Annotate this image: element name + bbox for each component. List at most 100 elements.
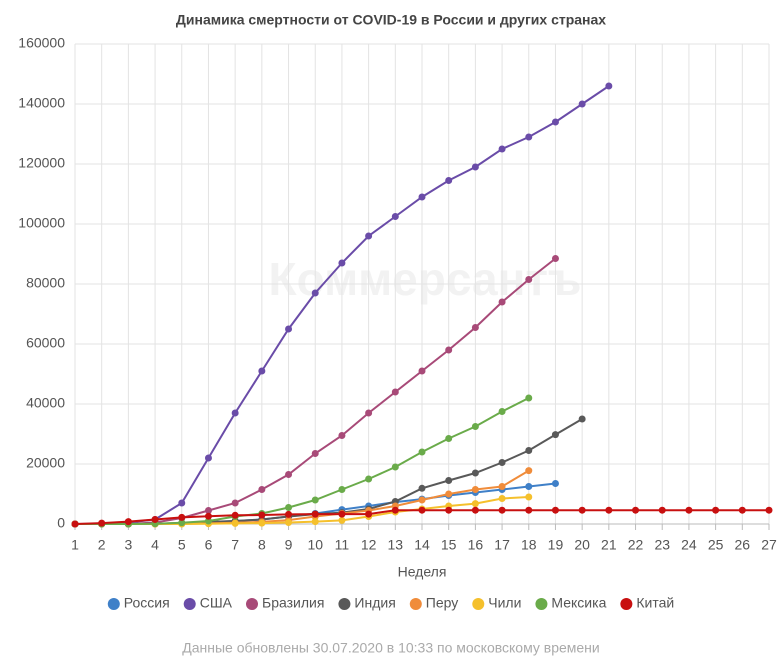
data-point [98,519,106,527]
legend-swatch [409,598,422,610]
data-point [471,500,479,508]
data-point [258,519,266,527]
x-tick-label: 14 [414,537,430,553]
legend-label: Чили [488,595,521,611]
data-point [311,518,319,526]
legend-swatch [535,598,548,610]
y-tick-label: 140000 [18,95,65,111]
data-point [311,496,319,504]
data-point [311,289,319,297]
data-point [365,409,373,417]
data-point [525,483,533,490]
x-tick-label: 24 [681,537,697,553]
y-tick-label: 80000 [26,275,65,291]
data-point [738,506,746,514]
data-point [471,486,479,493]
data-point [204,517,212,525]
data-point [285,510,293,518]
data-point [525,493,533,501]
data-point [498,483,506,490]
legend-swatch [246,598,258,610]
data-point [578,100,586,108]
data-point [391,213,399,220]
y-tick-label: 160000 [18,35,65,51]
x-axis-label: Неделя [398,564,447,580]
x-tick-label: 9 [285,537,293,553]
legend-item: Китай [620,595,674,611]
data-point [578,415,586,423]
legend-item: Индия [338,595,396,611]
data-point [204,454,212,462]
data-point [231,499,239,507]
data-point [498,145,506,153]
data-point [471,506,479,514]
x-tick-label: 6 [205,537,213,553]
data-point [525,394,533,402]
x-tick-label: 11 [335,537,350,553]
x-tick-label: 5 [178,537,186,553]
y-tick-label: 20000 [26,455,65,471]
x-tick-label: 23 [654,537,670,553]
data-point [285,504,293,511]
data-point [605,82,613,90]
x-tick-label: 16 [468,537,484,553]
data-point [498,506,506,514]
data-point [498,408,506,415]
data-point [445,435,453,442]
y-tick-label: 0 [57,515,65,531]
data-point [418,448,426,456]
data-point [338,510,346,518]
x-tick-label: 18 [521,537,537,553]
data-point [178,499,186,507]
x-tick-label: 4 [151,537,159,553]
x-tick-label: 12 [361,537,377,553]
data-point [471,469,479,477]
data-point [632,506,640,514]
data-point [551,431,559,439]
legend-label: Перу [426,595,458,611]
x-tick-label: 27 [761,537,777,553]
data-point [445,490,453,498]
y-tick-label: 100000 [18,215,65,231]
data-point [285,471,293,478]
series-line [75,397,530,525]
x-tick-label: 1 [71,537,79,553]
data-point [231,511,239,519]
data-point [258,511,266,519]
x-tick-label: 8 [258,537,266,553]
data-point [391,463,399,471]
data-point [658,506,666,514]
data-point [365,510,373,518]
data-point [418,367,426,375]
data-point [551,480,559,487]
y-tick-label: 40000 [26,395,65,411]
data-point [471,163,479,171]
data-point [231,409,239,417]
data-point [578,506,586,514]
data-point [551,506,559,514]
data-point [498,459,506,466]
data-point [551,255,559,262]
legend: Россия США Бразилия Индия Перу Чили Мексика Кит… [107,595,674,611]
legend-swatch [338,598,351,610]
x-tick-label: 19 [548,537,564,553]
data-point [418,506,426,514]
data-point [712,506,720,514]
data-point [71,520,79,528]
data-point [178,513,186,521]
data-point [391,506,399,514]
data-point [204,507,212,514]
x-tick-label: 26 [735,537,751,553]
data-point [311,510,319,518]
x-tick-label: 7 [231,537,239,553]
data-point [525,447,533,454]
data-point [765,506,773,514]
x-tick-label: 17 [494,537,510,553]
legend-label: США [200,595,233,611]
legend-label: Бразилия [262,595,324,611]
x-tick-label: 3 [124,537,132,553]
x-tick-label: 2 [98,537,106,553]
x-tick-label: 25 [708,537,724,553]
data-point [471,423,479,430]
data-point [231,519,239,527]
